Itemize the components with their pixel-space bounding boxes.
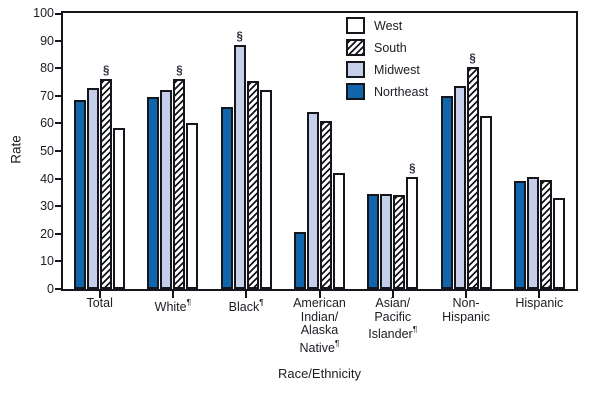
bar-midwest [160,90,173,289]
bar-west [186,123,199,289]
y-tick-mark [55,260,62,263]
y-tick-label: 20 [40,226,54,241]
x-category-labels: Total White¶ Black¶ American Indian/Alaska Na… [63,296,576,355]
category-label: Non- Hispanic [442,296,491,324]
bar-group: § [63,13,136,289]
y-tick-mark [55,177,62,180]
bar-south: § [173,65,186,289]
significance-marker: § [176,65,183,77]
bar-northeast [293,232,306,289]
legend-label: Midwest [374,62,420,77]
footnote-pilcrow: ¶ [259,297,264,307]
bar-midwest: § [233,31,246,289]
plot-area: § § § § § West South Midwest Northeast [55,11,578,298]
bar-midwest [380,194,393,289]
category-label: White¶ [154,297,192,315]
significance-marker: § [469,53,476,65]
category-label: Hispanic [515,296,564,310]
legend-swatch-west [346,17,365,34]
bar-midwest [453,86,466,289]
bar-south [393,195,406,289]
y-tick-label: 40 [40,171,54,186]
y-tick-label: 70 [40,88,54,103]
bar-group: § [356,13,429,289]
bar-south: § [100,65,113,289]
y-tick-label: 80 [40,61,54,76]
y-tick-label: 90 [40,33,54,48]
legend: West South Midwest Northeast [346,17,428,105]
y-tick-label: 50 [40,144,54,158]
y-tick-mark [55,122,62,125]
bar-south [539,180,552,289]
bar-group [503,13,576,289]
bar-west [113,128,126,289]
y-tick-mark [55,39,62,42]
footnote-pilcrow: ¶ [186,297,192,307]
bar-south [246,81,259,289]
bar-northeast [440,96,453,289]
x-tick-mark [538,291,541,298]
bar-northeast [513,181,526,289]
y-tick-mark [55,67,62,70]
legend-item-northeast: Northeast [346,83,428,100]
footnote-pilcrow: ¶ [412,324,418,334]
legend-label: Northeast [374,84,429,99]
y-tick-mark [55,232,62,235]
y-tick-label: 0 [47,282,54,296]
footnote-pilcrow: ¶ [334,337,340,348]
significance-marker: § [236,31,243,43]
bar-group [283,13,356,289]
bar-west [552,198,565,289]
category-label: American Indian/Alaska Native¶ [293,296,346,355]
bar-midwest [306,112,319,289]
legend-swatch-midwest [346,61,365,78]
category-label: Total [86,296,113,310]
y-tick-label: 60 [40,116,54,131]
bar-group: § [210,13,283,289]
bar-west [479,116,492,289]
bar-south [319,121,332,289]
y-tick-label: 10 [40,254,54,269]
x-tick-mark [171,291,174,298]
bar-west [332,173,345,289]
bar-west [259,90,272,289]
y-tick-mark [55,150,62,152]
y-tick-mark [55,205,62,208]
x-axis-title: Race/Ethnicity [277,366,362,381]
x-tick-mark [98,291,101,298]
y-tick-mark [55,13,62,15]
bar-west: § [406,163,419,289]
bar-midwest [526,177,539,289]
bar-northeast [147,97,160,289]
legend-swatch-south [346,39,365,56]
significance-marker: § [409,163,416,175]
y-tick-mark [55,94,62,97]
y-tick-mark [55,288,62,290]
legend-swatch-northeast [346,83,365,100]
category-label: Asian/Pacific Islander¶ [368,296,418,342]
legend-label: West [374,18,403,33]
x-tick-mark [391,291,394,298]
y-tick-label: 100 [33,6,54,20]
x-tick-mark [318,291,321,298]
legend-item-midwest: Midwest [346,61,428,78]
bar-south: § [466,53,479,289]
legend-item-west: West [346,17,428,34]
legend-label: South [374,40,407,55]
y-tick-label: 30 [40,199,54,214]
x-tick-mark [465,291,468,298]
bar-northeast [220,107,233,289]
legend-item-south: South [346,39,428,56]
bar-group: § [136,13,209,289]
significance-marker: § [102,65,110,77]
bar-group: § [429,13,502,289]
bar-groups: § § § § § [63,13,576,289]
bar-northeast [367,194,380,289]
x-tick-mark [245,291,248,298]
bar-midwest [87,88,100,289]
category-label: Black¶ [228,297,264,315]
bar-northeast [74,100,87,289]
